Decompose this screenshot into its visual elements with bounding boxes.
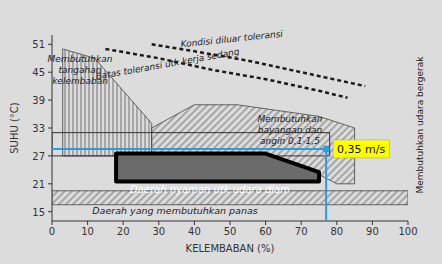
- x-tick-label: 100: [398, 226, 417, 237]
- y-tick-label: 51: [32, 39, 45, 50]
- x-tick-label: 40: [188, 226, 201, 237]
- region-solid: [116, 154, 319, 182]
- y-tick-label: 15: [32, 207, 45, 218]
- x-tick: [87, 221, 88, 225]
- x-tick: [408, 221, 409, 225]
- curve-label: Kondisi diluar toleransi: [180, 29, 284, 50]
- y-tick: [48, 183, 52, 184]
- region-label-line: Daerah yang membutuhkan panas: [92, 205, 257, 216]
- y-tick-label: 33: [32, 123, 45, 134]
- curve-label: Batas toleransi utk kerja sedang: [95, 46, 241, 81]
- x-tick: [265, 221, 266, 225]
- y-tick-label: 27: [32, 151, 45, 162]
- marks: [52, 44, 408, 221]
- y-tick-label: 21: [32, 179, 45, 190]
- x-tick: [230, 221, 231, 225]
- y-tick: [48, 155, 52, 156]
- x-tick: [123, 221, 124, 225]
- x-tick: [158, 221, 159, 225]
- region-label-line: Daerah nyaman utk udara diam: [130, 184, 290, 195]
- x-tick-label: 90: [366, 226, 379, 237]
- x-tick: [52, 221, 53, 225]
- annotation-point: [323, 145, 330, 152]
- x-tick: [301, 221, 302, 225]
- x-tick-label: 80: [330, 226, 343, 237]
- x-tick-label: 70: [295, 226, 308, 237]
- y-axis-label: SUHU (°C): [9, 102, 20, 154]
- annotation-box: [333, 140, 389, 158]
- x-tick: [336, 221, 337, 225]
- side-label: Membutuhkan udara bergerak: [415, 56, 425, 194]
- x-tick-label: 0: [49, 226, 55, 237]
- y-tick: [48, 72, 52, 73]
- x-tick: [372, 221, 373, 225]
- region-label-line: Membutuhkan: [258, 114, 323, 124]
- x-tick-label: 50: [224, 226, 237, 237]
- y-tick: [48, 44, 52, 45]
- annotation-v-line: [325, 149, 327, 221]
- x-tick-label: 20: [117, 226, 130, 237]
- region-label-line: angin 0,1-1,5: [260, 136, 320, 146]
- annotation-h-line: [52, 148, 326, 150]
- background: [0, 0, 442, 264]
- region-label: Daerah nyaman utk udara diam: [130, 184, 290, 195]
- y-tick: [48, 128, 52, 129]
- x-tick-label: 10: [81, 226, 94, 237]
- x-axis-label: KELEMBABAN (%): [186, 243, 275, 254]
- region-label: Daerah yang membutuhkan panas: [92, 205, 257, 216]
- annotation-label: 0,35 m/s: [337, 143, 385, 156]
- region-label-line: Membutuhkan: [48, 54, 113, 64]
- y-tick-label: 45: [32, 67, 45, 78]
- region-label: Membutuhkanbayangan danangin 0,1-1,5: [258, 114, 323, 146]
- x-tick: [194, 221, 195, 225]
- region-label-line: bayangan dan: [258, 125, 323, 135]
- y-tick-label: 39: [32, 95, 45, 106]
- y-tick: [48, 211, 52, 212]
- chart: 15 21 27 33 39 45 51 0 10 20 30 40 50 60 70 80 90 100 KELE…: [0, 0, 442, 264]
- x-tick-label: 30: [152, 226, 165, 237]
- x-tick-label: 60: [259, 226, 272, 237]
- y-tick: [48, 100, 52, 101]
